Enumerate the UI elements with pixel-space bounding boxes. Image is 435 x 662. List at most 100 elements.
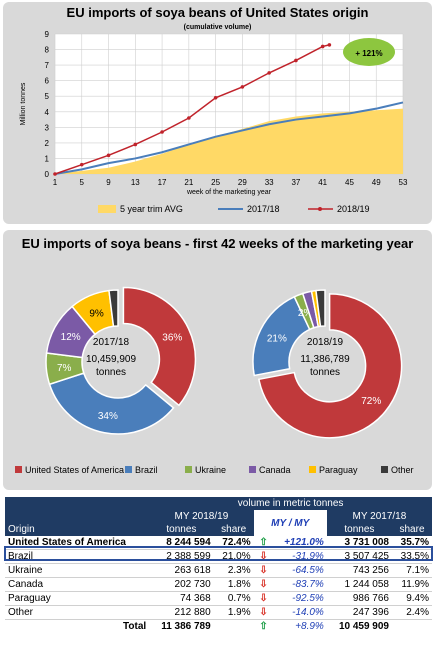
- share-1819-cell: 1.9%: [213, 605, 254, 620]
- origin-cell: Brazil: [5, 549, 150, 564]
- donut-1819-unit: tonnes: [310, 367, 340, 378]
- x-tick-label: 9: [106, 178, 111, 187]
- table-body: United States of America 8 244 594 72.4% ⇧ +…: [5, 536, 432, 620]
- donut-legend-label: Paraguay: [319, 465, 358, 475]
- y-tick-label: 4: [45, 108, 50, 117]
- table-row: Paraguay 74 368 0.7% ⇩ -92.5% 986 766 9.4%: [5, 591, 432, 606]
- header-tonnes-1718: tonnes: [326, 523, 392, 536]
- arrow-up-icon: ⇧: [253, 619, 274, 633]
- donut-title: EU imports of soya beans - first 42 week…: [21, 236, 414, 251]
- change-cell: +121.0%: [273, 536, 327, 550]
- donut-1819-slice-label: 2%: [298, 308, 313, 319]
- donut-1819-slice: [258, 293, 403, 439]
- header-mymy: MY / MY: [253, 510, 327, 536]
- donut-legend-swatch: [15, 466, 22, 473]
- donut-1819-slice-label: 21%: [267, 333, 287, 344]
- series-2018-19-point: [79, 162, 84, 167]
- table-row: Other 212 880 1.9% ⇩ -14.0% 247 396 2.4%: [5, 605, 432, 620]
- legend-1819-label: 2018/19: [337, 204, 370, 214]
- change-cell: -92.5%: [273, 591, 327, 606]
- donut-1718-year: 2017/18: [93, 337, 130, 348]
- y-tick-label: 3: [45, 123, 50, 132]
- tonnes-1819-cell: 8 244 594: [149, 536, 214, 550]
- x-tick-label: 33: [265, 178, 274, 187]
- total-label: Total: [5, 619, 150, 633]
- header-my1819: MY 2018/19: [149, 510, 254, 523]
- x-tick-label: 41: [318, 178, 327, 187]
- x-tick-label: 53: [399, 178, 408, 187]
- share-1819-cell: 2.3%: [213, 563, 254, 578]
- donut-legend-swatch: [249, 466, 256, 473]
- donut-1819-slice: [315, 289, 326, 328]
- donut-legend-swatch: [309, 466, 316, 473]
- line-chart-title: EU imports of soya beans of United State…: [66, 5, 369, 20]
- share-1718-cell: 33.5%: [392, 549, 432, 564]
- series-2018-19-point: [327, 43, 332, 47]
- y-tick-label: 7: [45, 61, 50, 70]
- series-2018-19-point: [240, 85, 245, 89]
- series-2018-19-point: [267, 71, 271, 75]
- header-share-1718: share: [392, 523, 432, 536]
- x-tick-label: 25: [211, 178, 220, 187]
- tonnes-1718-cell: 986 766: [326, 591, 392, 606]
- share-1718-cell: 2.4%: [392, 605, 432, 620]
- header-origin: Origin: [5, 523, 150, 536]
- origin-cell: Paraguay: [5, 591, 150, 606]
- share-1819-cell: 21.0%: [213, 549, 254, 564]
- share-1718-cell: 7.1%: [392, 563, 432, 578]
- origin-cell: United States of America: [5, 536, 150, 550]
- legend-1819-marker: [318, 207, 322, 211]
- change-cell: -14.0%: [273, 605, 327, 620]
- table-row: Ukraine 263 618 2.3% ⇩ -64.5% 743 256 7.1%: [5, 563, 432, 578]
- y-tick-label: 2: [45, 139, 50, 148]
- legend-avg-swatch: [98, 205, 116, 213]
- donut-legend-swatch: [185, 466, 192, 473]
- share-1819-cell: 72.4%: [213, 536, 254, 550]
- series-avg-area: [55, 108, 403, 174]
- table-row: Canada 202 730 1.8% ⇩ -83.7% 1 244 058 11.9%: [5, 577, 432, 592]
- share-1819-cell: 1.8%: [213, 577, 254, 592]
- x-tick-label: 45: [345, 178, 354, 187]
- total-t1819: 11 386 789: [149, 619, 214, 633]
- y-tick-label: 0: [45, 170, 50, 179]
- tonnes-1819-cell: 263 618: [149, 563, 214, 578]
- origin-cell: Canada: [5, 577, 150, 592]
- arrow-down-icon: ⇩: [253, 605, 274, 620]
- series-2018-19-point: [133, 142, 138, 147]
- header-tonnes-1819: tonnes: [149, 523, 214, 536]
- donut-1819-total: 11,386,789: [300, 354, 350, 365]
- origin-cell: Other: [5, 605, 150, 620]
- header-share-1819: share: [213, 523, 254, 536]
- tonnes-1718-cell: 743 256: [326, 563, 392, 578]
- arrow-down-icon: ⇩: [253, 577, 274, 592]
- header-my1718: MY 2017/18: [326, 510, 432, 523]
- y-tick-label: 1: [45, 154, 50, 163]
- table-row: United States of America 8 244 594 72.4% ⇧ +…: [5, 536, 432, 550]
- series-2018-19-point: [294, 58, 298, 63]
- x-tick-label: 29: [238, 178, 247, 187]
- donut-legend-label: Canada: [259, 465, 291, 475]
- share-1718-cell: 9.4%: [392, 591, 432, 606]
- growth-badge: [343, 38, 395, 66]
- series-2018-19-point: [53, 172, 57, 176]
- series-2018-19-line: [54, 44, 330, 175]
- tonnes-1819-cell: 74 368: [149, 591, 214, 606]
- share-1819-cell: 0.7%: [213, 591, 254, 606]
- donut-panel: EU imports of soya beans - first 42 week…: [3, 230, 432, 490]
- x-tick-label: 21: [184, 178, 193, 187]
- tonnes-1819-cell: 202 730: [149, 577, 214, 592]
- tonnes-1718-cell: 247 396: [326, 605, 392, 620]
- donut-1718-slice: [122, 286, 197, 407]
- donut-legend-label: Other: [391, 465, 414, 475]
- donut-legend-label: Brazil: [135, 465, 158, 475]
- growth-badge-text: + 121%: [355, 49, 382, 58]
- arrow-down-icon: ⇩: [253, 549, 274, 564]
- tonnes-1718-cell: 3 731 008: [326, 536, 392, 550]
- x-tick-label: 37: [291, 178, 300, 187]
- arrow-down-icon: ⇩: [253, 591, 274, 606]
- donut-1718-slice: [108, 289, 119, 328]
- origin-cell: Ukraine: [5, 563, 150, 578]
- total-t1718: 10 459 909: [326, 619, 392, 633]
- series-2018-19-point: [106, 153, 111, 158]
- tonnes-1819-cell: 212 880: [149, 605, 214, 620]
